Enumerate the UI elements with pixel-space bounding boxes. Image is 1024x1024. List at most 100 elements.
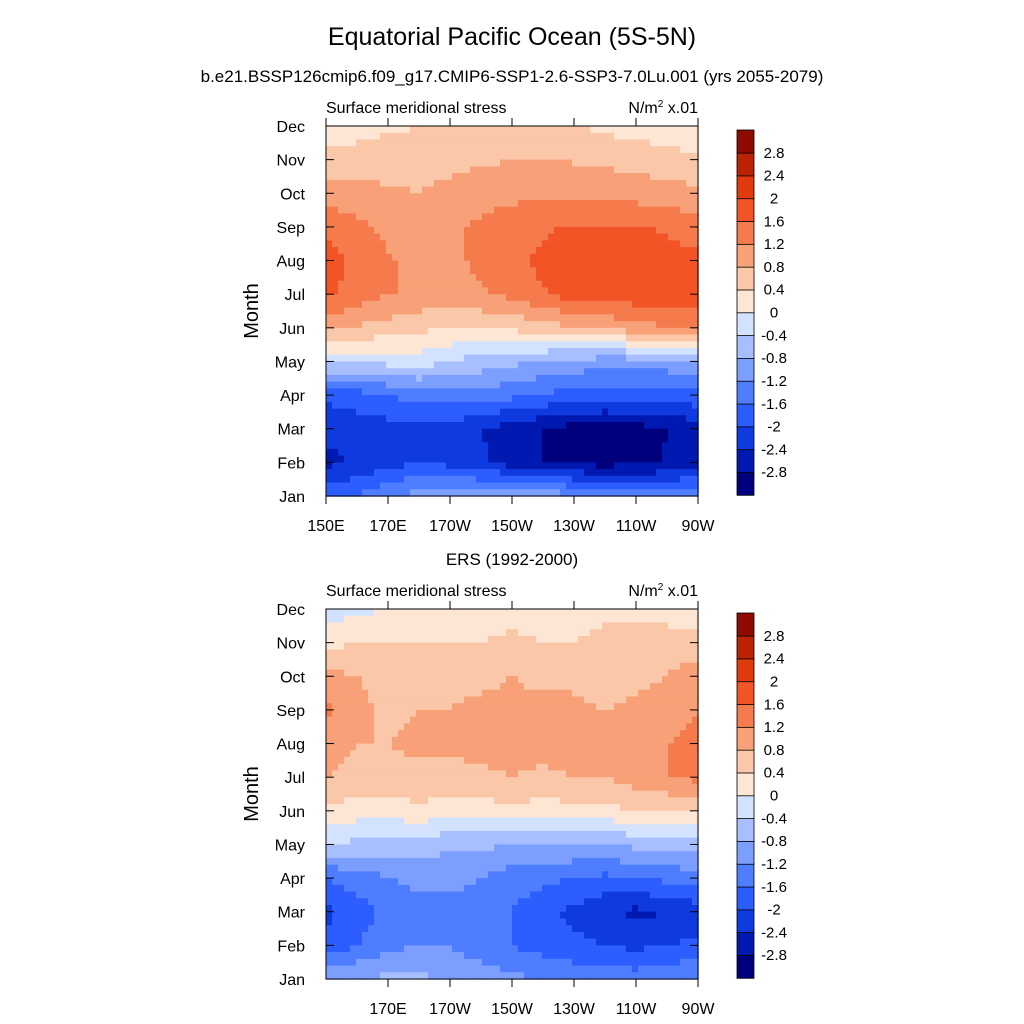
contour-cell: [614, 260, 621, 268]
contour-cell: [452, 723, 459, 731]
contour-cell: [368, 442, 375, 450]
contour-cell: [374, 428, 381, 437]
contour-cell: [434, 469, 441, 477]
contour-cell: [506, 489, 513, 497]
contour-cell: [380, 401, 387, 410]
contour-cell: [686, 200, 693, 208]
contour-cell: [440, 368, 447, 376]
contour-cell: [410, 790, 417, 799]
contour-cell: [386, 354, 393, 363]
contour-cell: [458, 327, 465, 336]
contour-cell: [650, 206, 657, 215]
contour-cell: [368, 469, 375, 477]
contour-cell: [458, 455, 465, 464]
contour-cell: [464, 898, 471, 906]
contour-cell: [392, 132, 399, 141]
contour-cell: [338, 615, 345, 624]
contour-cell: [470, 662, 477, 671]
contour-cell: [410, 401, 417, 410]
contour-cell: [356, 186, 363, 194]
contour-cell: [404, 274, 411, 282]
contour-cell: [548, 455, 555, 464]
contour-cell: [650, 146, 657, 154]
contour-cell: [686, 327, 693, 336]
contour-cell: [500, 146, 507, 154]
contour-cell: [428, 307, 435, 316]
contour-cell: [434, 931, 441, 940]
contour-cell: [572, 307, 579, 316]
contour-cell: [344, 770, 351, 778]
contour-cell: [440, 132, 447, 141]
contour-cell: [422, 609, 429, 617]
contour-cell: [392, 911, 399, 920]
contour-cell: [422, 844, 429, 852]
contour-cell: [428, 381, 435, 390]
contour-cell: [440, 925, 447, 933]
contour-cell: [386, 435, 393, 443]
contour-cell: [590, 469, 597, 477]
contour-cell: [434, 307, 441, 316]
contour-cell: [470, 898, 477, 906]
colorbar-label: -0.8: [761, 350, 787, 367]
contour-cell: [656, 469, 663, 477]
contour-cell: [638, 166, 645, 174]
contour-cell: [500, 287, 507, 295]
contour-cell: [506, 408, 513, 416]
contour-cell: [680, 348, 687, 356]
contour-cell: [338, 206, 345, 215]
units-base: N/m: [628, 583, 657, 600]
contour-cell: [374, 146, 381, 154]
contour-cell: [386, 280, 393, 289]
contour-cell: [512, 152, 519, 161]
contour-cell: [368, 609, 375, 617]
contour-cell: [326, 864, 333, 873]
contour-cell: [650, 126, 657, 134]
contour-cell: [464, 253, 471, 262]
contour-cell: [500, 200, 507, 208]
contour-cell: [446, 388, 453, 396]
contour-cell: [350, 475, 357, 484]
contour-cell: [398, 206, 405, 215]
contour-cell: [692, 146, 699, 154]
contour-cell: [452, 696, 459, 704]
contour-cell: [632, 368, 639, 376]
contour-cell: [410, 193, 417, 201]
contour-cell: [686, 489, 693, 497]
contour-cell: [374, 972, 381, 980]
contour-cell: [362, 173, 369, 181]
contour-cell: [518, 334, 525, 342]
contour-cell: [440, 952, 447, 960]
contour-cell: [398, 615, 405, 624]
contour-cell: [350, 898, 357, 906]
contour-cell: [686, 287, 693, 295]
contour-cell: [608, 226, 615, 235]
contour-cell: [344, 448, 351, 457]
contour-cell: [338, 656, 345, 664]
contour-cell: [644, 401, 651, 410]
colorbar-swatch: [736, 289, 755, 314]
contour-cell: [500, 327, 507, 336]
contour-cell: [344, 253, 351, 262]
contour-cell: [428, 925, 435, 933]
contour-cell: [338, 422, 345, 430]
contour-cell: [524, 428, 531, 437]
contour-cell: [578, 307, 585, 316]
contour-cell: [380, 696, 387, 704]
contour-cell: [650, 408, 657, 416]
contour-cell: [326, 958, 333, 967]
contour-cell: [650, 233, 657, 242]
contour-cell: [452, 126, 459, 134]
contour-cell: [584, 240, 591, 248]
contour-cell: [350, 642, 357, 651]
contour-cell: [434, 609, 441, 617]
contour-cell: [380, 462, 387, 470]
contour-cell: [404, 287, 411, 295]
contour-cell: [416, 341, 423, 349]
contour-cell: [650, 274, 657, 282]
contour-cell: [374, 482, 381, 490]
contour-cell: [398, 676, 405, 684]
contour-cell: [416, 294, 423, 302]
contour-cell: [386, 139, 393, 147]
contour-cell: [638, 475, 645, 484]
contour-cell: [620, 455, 627, 464]
